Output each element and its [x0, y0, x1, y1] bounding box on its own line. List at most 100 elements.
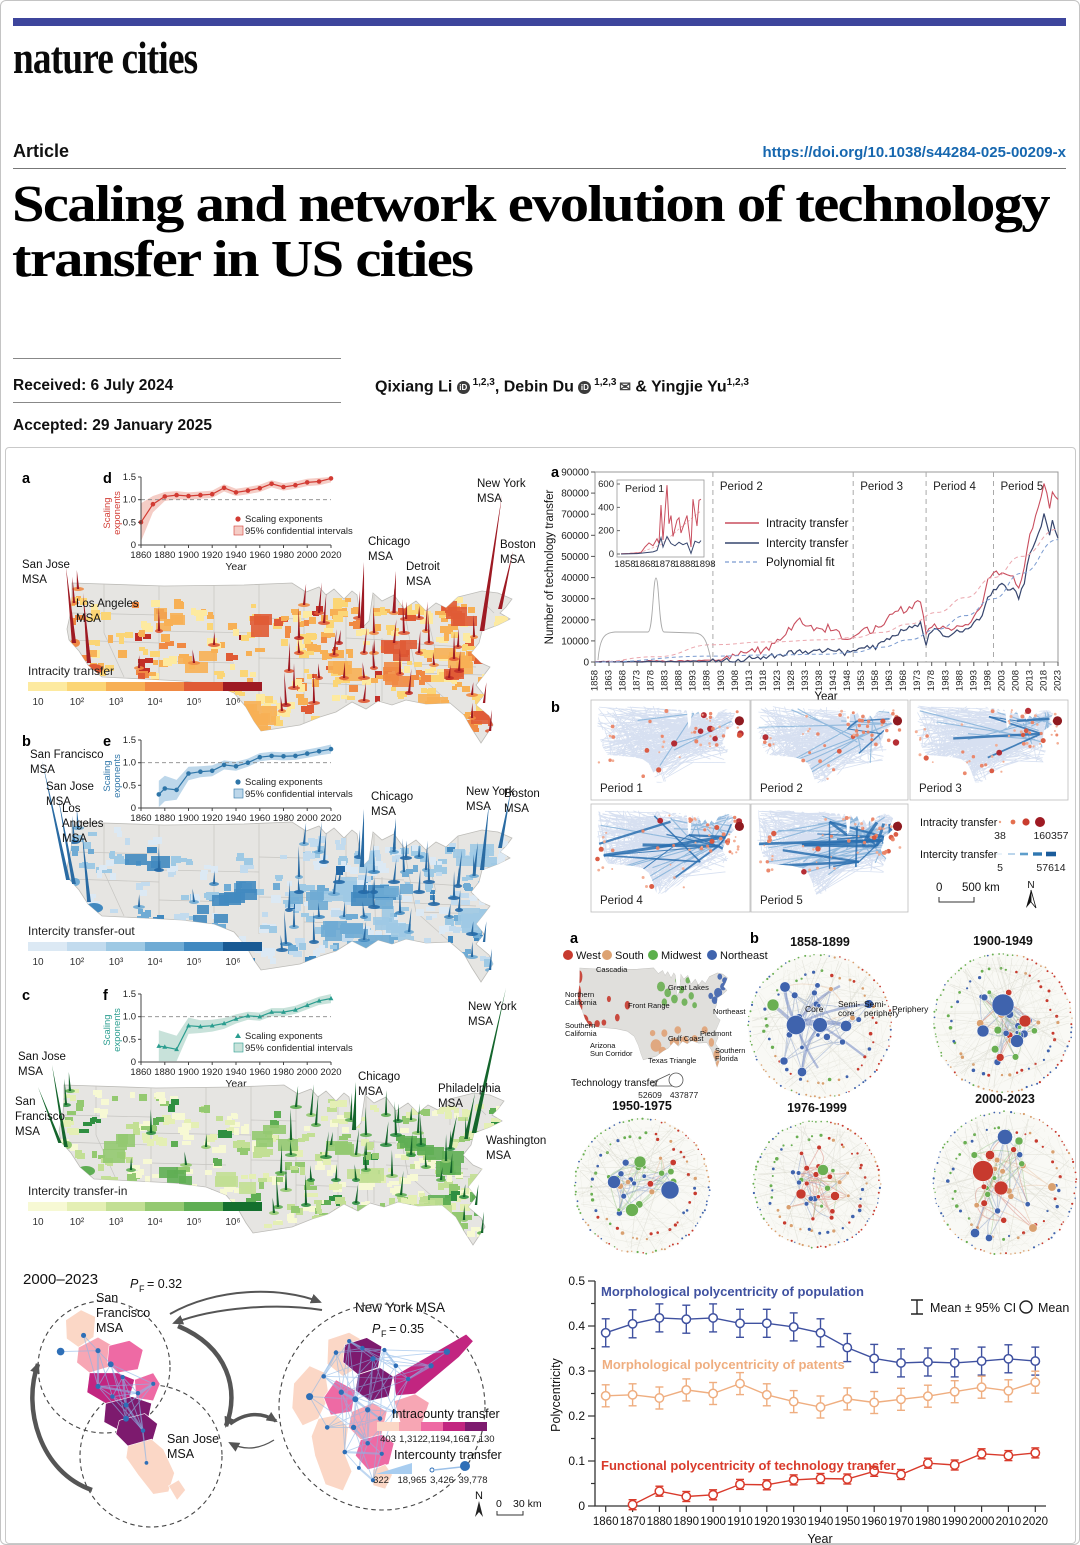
svg-text:Year: Year: [807, 1532, 832, 1545]
svg-text:2003: 2003: [996, 670, 1007, 691]
svg-text:b: b: [750, 931, 759, 947]
svg-text:1960: 1960: [249, 550, 270, 561]
svg-text:10⁶: 10⁶: [225, 697, 240, 708]
svg-text:1993: 1993: [968, 670, 979, 691]
svg-text:1938: 1938: [814, 670, 825, 691]
svg-text:1950: 1950: [835, 1516, 861, 1528]
svg-text:Texas Triangle: Texas Triangle: [648, 1056, 696, 1065]
svg-text:1940: 1940: [808, 1516, 834, 1528]
svg-text:1870: 1870: [620, 1516, 646, 1528]
svg-text:1863: 1863: [604, 670, 615, 691]
svg-text:0: 0: [496, 1498, 502, 1510]
svg-text:0.2: 0.2: [568, 1409, 585, 1423]
svg-text:437877: 437877: [670, 1090, 699, 1100]
svg-text:Technology transfer: Technology transfer: [571, 1078, 659, 1089]
svg-text:Period 1: Period 1: [600, 783, 643, 795]
svg-text:0: 0: [131, 803, 136, 814]
svg-text:403: 403: [380, 1434, 396, 1445]
svg-text:2023: 2023: [1053, 670, 1064, 691]
svg-text:Morphological polycentricity o: Morphological polycentricity of patents: [602, 1357, 845, 1372]
svg-text:MSA: MSA: [96, 1321, 124, 1335]
svg-text:0.5: 0.5: [123, 780, 136, 791]
svg-text:Intracity transfer: Intracity transfer: [920, 817, 998, 829]
svg-text:Southern: Southern: [715, 1046, 745, 1055]
svg-text:1.0: 1.0: [123, 1012, 136, 1023]
svg-text:1898: 1898: [702, 670, 713, 691]
svg-text:1.5: 1.5: [123, 472, 136, 483]
svg-text:Scaling: Scaling: [102, 760, 113, 791]
svg-text:1980: 1980: [915, 1516, 941, 1528]
svg-text:e: e: [103, 734, 111, 750]
svg-text:Number of technology transfer: Number of technology transfer: [544, 489, 556, 644]
svg-text:San Jose: San Jose: [46, 781, 94, 793]
svg-text:1880: 1880: [154, 550, 175, 561]
svg-text:South: South: [615, 950, 644, 962]
svg-text:New York: New York: [477, 478, 526, 490]
svg-text:30 km: 30 km: [513, 1498, 542, 1510]
svg-text:San Jose: San Jose: [22, 559, 70, 571]
svg-text:10³: 10³: [109, 1217, 124, 1228]
svg-text:Intracity transfer: Intracity transfer: [766, 518, 849, 530]
svg-text:10²: 10²: [70, 697, 85, 708]
svg-text:MSA: MSA: [167, 1447, 195, 1461]
svg-text:2008: 2008: [1010, 670, 1021, 691]
svg-text:0.4: 0.4: [568, 1319, 585, 1333]
svg-text:17,130: 17,130: [465, 1434, 494, 1445]
svg-text:1860: 1860: [593, 1516, 619, 1528]
svg-text:2000: 2000: [297, 813, 318, 824]
svg-text:Boston: Boston: [500, 539, 536, 551]
svg-text:3,426: 3,426: [430, 1475, 454, 1486]
svg-text:MSA: MSA: [15, 1126, 40, 1138]
svg-text:1.0: 1.0: [123, 495, 136, 506]
svg-text:160357: 160357: [1033, 830, 1068, 842]
svg-text:San: San: [96, 1291, 118, 1305]
svg-text:2020: 2020: [1023, 1516, 1049, 1528]
svg-text:exponents: exponents: [112, 754, 123, 798]
svg-text:MSA: MSA: [30, 764, 55, 776]
svg-text:P: P: [130, 1277, 139, 1291]
svg-text:1983: 1983: [940, 670, 951, 691]
svg-text:80000: 80000: [561, 489, 589, 500]
svg-text:Scaling exponents: Scaling exponents: [245, 514, 323, 525]
svg-text:10⁵: 10⁵: [186, 697, 201, 708]
svg-text:18,965: 18,965: [397, 1475, 426, 1486]
svg-text:1868: 1868: [634, 559, 655, 570]
svg-text:MSA: MSA: [368, 551, 393, 563]
svg-text:1860: 1860: [130, 550, 151, 561]
svg-text:P: P: [372, 1322, 381, 1336]
svg-text:1858: 1858: [614, 559, 635, 570]
svg-text:Francisco: Francisco: [96, 1306, 150, 1320]
svg-text:Boston: Boston: [504, 788, 540, 800]
svg-text:1860: 1860: [130, 1067, 151, 1078]
svg-text:Scaling: Scaling: [102, 497, 113, 528]
svg-text:Detroit: Detroit: [406, 561, 441, 573]
svg-text:1878: 1878: [654, 559, 675, 570]
svg-text:F: F: [139, 1284, 145, 1294]
svg-text:Mean: Mean: [1038, 1301, 1069, 1315]
svg-text:Northeast: Northeast: [720, 950, 768, 962]
svg-text:F: F: [381, 1329, 387, 1339]
svg-text:1980: 1980: [273, 1067, 294, 1078]
svg-text:60000: 60000: [561, 531, 589, 542]
svg-text:MSA: MSA: [500, 554, 525, 566]
svg-text:Period 2: Period 2: [760, 783, 803, 795]
svg-text:2013: 2013: [1024, 670, 1035, 691]
svg-text:MSA: MSA: [46, 796, 71, 808]
svg-text:600: 600: [598, 479, 614, 490]
svg-text:1888: 1888: [674, 670, 685, 691]
svg-text:a: a: [570, 931, 579, 947]
svg-text:New York MSA: New York MSA: [355, 1300, 445, 1315]
svg-text:1888: 1888: [674, 559, 695, 570]
svg-text:Chicago: Chicago: [371, 791, 413, 803]
svg-text:2000: 2000: [969, 1516, 995, 1528]
svg-text:1.5: 1.5: [123, 989, 136, 1000]
svg-text:Northern: Northern: [565, 990, 594, 999]
svg-text:Southern: Southern: [565, 1021, 595, 1030]
svg-text:Period 3: Period 3: [860, 481, 903, 493]
svg-text:0.5: 0.5: [123, 517, 136, 528]
svg-text:10⁶: 10⁶: [225, 957, 240, 968]
svg-text:Period 5: Period 5: [1001, 481, 1044, 493]
svg-text:Scaling exponents: Scaling exponents: [245, 1031, 323, 1042]
svg-text:1900: 1900: [178, 550, 199, 561]
svg-text:1960: 1960: [249, 813, 270, 824]
